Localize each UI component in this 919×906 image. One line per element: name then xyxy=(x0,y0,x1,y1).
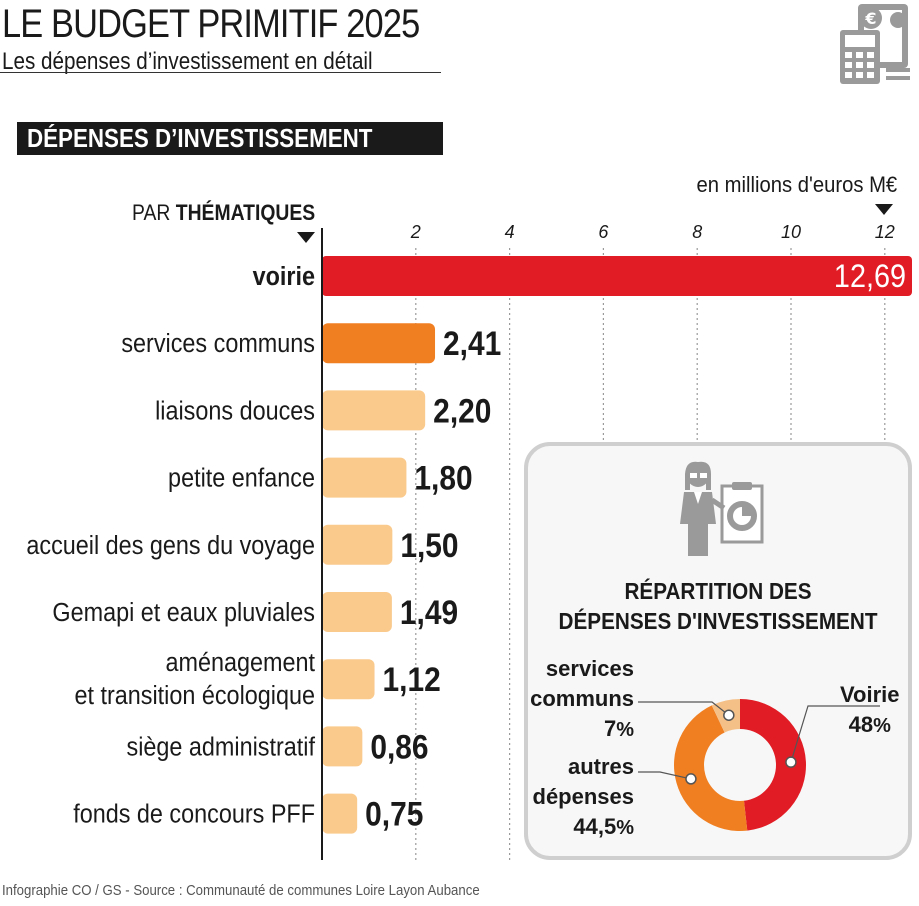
bar xyxy=(322,793,358,834)
donut-title: RÉPARTITION DES DÉPENSES D'INVESTISSEMEN… xyxy=(558,578,878,634)
source-footer: Infographie CO / GS - Source : Communaut… xyxy=(2,882,480,899)
x-tick-label: 10 xyxy=(781,222,801,242)
bar xyxy=(322,390,426,431)
value-label: 2,41 xyxy=(443,324,501,362)
value-label: 2,20 xyxy=(433,392,491,430)
category-label: liaisons douces xyxy=(155,397,315,425)
value-label: 1,80 xyxy=(414,459,472,497)
x-axis-ticks: 2 4 6 8 10 12 xyxy=(410,222,895,242)
value-label: 1,49 xyxy=(400,593,458,631)
label-autres-depenses: autres dépenses 44,5% xyxy=(532,754,635,839)
category-label: petite enfance xyxy=(168,465,315,493)
category-label: aménagement et transition écologique xyxy=(74,649,315,710)
page-subtitle: Les dépenses d’investissement en détail xyxy=(2,48,373,75)
bar xyxy=(322,323,436,364)
label-voirie: Voirie 48% xyxy=(840,682,900,737)
category-label: accueil des gens du voyage xyxy=(26,532,315,560)
donut-panel: RÉPARTITION DES DÉPENSES D'INVESTISSEMEN… xyxy=(524,442,912,860)
category-labels: voirie services communs liaisons douces pet… xyxy=(26,263,315,829)
bar xyxy=(322,524,393,565)
bar xyxy=(322,659,375,700)
category-label: Gemapi et eaux pluviales xyxy=(52,599,315,627)
bar xyxy=(322,457,407,498)
header-divider xyxy=(0,72,441,73)
category-marker xyxy=(297,232,315,243)
x-tick-label: 2 xyxy=(410,222,421,242)
label-services-communs: services communs 7% xyxy=(530,656,634,741)
bar xyxy=(322,726,363,767)
category-label: fonds de concours PFF xyxy=(73,801,315,829)
category-label: services communs xyxy=(121,330,315,358)
x-tick-label: 4 xyxy=(505,222,515,242)
budget-calculator-icon: € xyxy=(840,4,910,84)
category-label: voirie xyxy=(253,263,315,291)
unit-marker xyxy=(875,204,893,215)
x-tick-label: 12 xyxy=(875,222,895,242)
header-markers xyxy=(297,204,893,243)
x-tick-label: 8 xyxy=(692,222,702,242)
bar xyxy=(322,592,392,632)
section-label: DÉPENSES D’INVESTISSEMENT xyxy=(17,122,443,155)
value-label: 12,69 xyxy=(834,259,906,295)
category-label: siège administratif xyxy=(127,733,316,761)
value-labels: 12,69 2,41 2,20 1,80 1,50 1,49 1,12 0,86 0,75 xyxy=(365,259,906,833)
value-label: 0,75 xyxy=(365,795,423,833)
unit-label: en millions d'euros M€ xyxy=(696,172,897,197)
presenter-icon xyxy=(680,461,764,556)
value-label: 1,12 xyxy=(383,660,441,698)
x-tick-label: 6 xyxy=(598,222,609,242)
value-label: 1,50 xyxy=(400,526,458,564)
page-title: LE BUDGET PRIMITIF 2025 xyxy=(2,2,420,46)
category-header: PAR THÉMATIQUES xyxy=(131,200,315,225)
bars xyxy=(322,256,912,834)
value-label: 0,86 xyxy=(370,728,428,766)
svg-text:€: € xyxy=(864,9,876,28)
bar xyxy=(322,256,912,296)
